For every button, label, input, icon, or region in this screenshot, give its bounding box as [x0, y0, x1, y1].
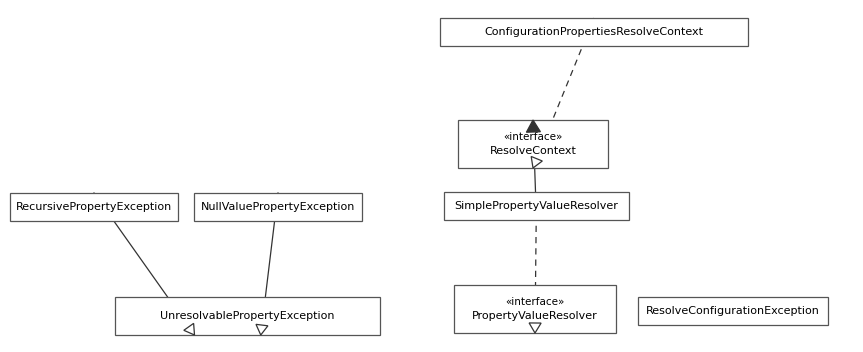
FancyBboxPatch shape — [10, 193, 178, 221]
Polygon shape — [526, 120, 540, 132]
Polygon shape — [529, 323, 541, 333]
Text: PropertyValueResolver: PropertyValueResolver — [472, 311, 598, 321]
Text: «interface»: «interface» — [503, 132, 563, 142]
Text: UnresolvablePropertyException: UnresolvablePropertyException — [161, 311, 335, 321]
Polygon shape — [256, 324, 268, 335]
Text: SimplePropertyValueResolver: SimplePropertyValueResolver — [455, 201, 619, 211]
Text: RecursivePropertyException: RecursivePropertyException — [16, 202, 172, 212]
FancyBboxPatch shape — [194, 193, 362, 221]
Text: ResolveConfigurationException: ResolveConfigurationException — [646, 306, 820, 316]
Polygon shape — [184, 323, 194, 335]
FancyBboxPatch shape — [638, 297, 828, 325]
FancyBboxPatch shape — [458, 120, 608, 168]
FancyBboxPatch shape — [440, 18, 748, 46]
Polygon shape — [532, 157, 542, 168]
FancyBboxPatch shape — [454, 285, 616, 333]
Text: «interface»: «interface» — [506, 297, 564, 307]
Text: ConfigurationPropertiesResolveContext: ConfigurationPropertiesResolveContext — [484, 27, 703, 37]
Text: ResolveContext: ResolveContext — [489, 146, 576, 156]
Text: NullValuePropertyException: NullValuePropertyException — [201, 202, 356, 212]
FancyBboxPatch shape — [115, 297, 380, 335]
FancyBboxPatch shape — [444, 192, 629, 220]
